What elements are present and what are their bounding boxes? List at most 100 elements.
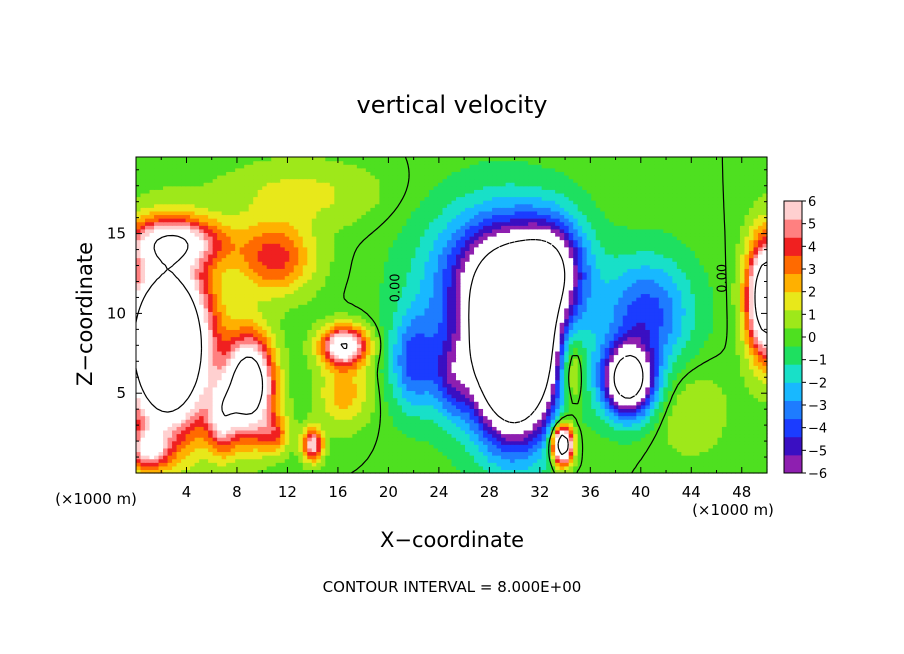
heatmap-cell — [433, 354, 439, 359]
heatmap-cell — [194, 354, 200, 359]
heatmap-cell — [397, 415, 403, 420]
heatmap-cell — [221, 376, 227, 381]
heatmap-cell — [410, 372, 417, 377]
heatmap-cell — [537, 358, 543, 363]
heatmap-cell — [370, 350, 376, 356]
heatmap-cell — [136, 462, 142, 467]
heatmap-cell — [474, 372, 480, 377]
heatmap-cell — [672, 455, 678, 460]
heatmap-cell — [744, 347, 750, 352]
heatmap-cell — [690, 440, 696, 445]
heatmap-cell — [442, 379, 448, 384]
heatmap-cell — [415, 411, 421, 417]
heatmap-cell — [753, 465, 759, 471]
heatmap-cell — [154, 458, 160, 463]
heatmap-cell — [280, 437, 286, 442]
heatmap-cell — [730, 390, 737, 395]
heatmap-cell — [428, 401, 435, 406]
heatmap-cell — [307, 361, 313, 366]
heatmap-cell — [401, 376, 408, 381]
heatmap-cell — [239, 447, 245, 453]
heatmap-cell — [271, 372, 277, 377]
heatmap-cell — [501, 458, 507, 463]
heatmap-cell — [172, 444, 178, 449]
heatmap-cell — [289, 426, 295, 431]
heatmap-cell — [577, 411, 583, 417]
heatmap-cell — [266, 350, 272, 356]
heatmap-cell — [762, 383, 768, 388]
heatmap-cell — [415, 426, 421, 431]
heatmap-cell — [757, 350, 764, 356]
heatmap-cell — [262, 451, 268, 456]
heatmap-cell — [280, 358, 286, 363]
heatmap-cell — [275, 394, 281, 399]
heatmap-cell — [154, 447, 160, 453]
heatmap-cell — [271, 426, 277, 431]
heatmap-cell — [392, 437, 399, 442]
heatmap-cell — [338, 347, 344, 352]
heatmap-cell — [645, 433, 651, 438]
heatmap-cell — [523, 462, 529, 467]
heatmap-cell — [388, 376, 394, 381]
heatmap-cell — [528, 411, 534, 417]
heatmap-cell — [613, 390, 619, 395]
heatmap-cell — [487, 458, 493, 463]
heatmap-cell — [347, 376, 353, 381]
heatmap-cell — [208, 386, 214, 392]
heatmap-cell — [465, 361, 471, 366]
heatmap-cell — [172, 390, 178, 395]
heatmap-cell — [298, 365, 304, 370]
heatmap-cell — [703, 469, 710, 474]
heatmap-cell — [735, 350, 741, 356]
heatmap-cell — [338, 419, 344, 424]
heatmap-cell — [298, 458, 304, 463]
heatmap-cell — [410, 350, 417, 356]
heatmap-cell — [140, 368, 146, 374]
heatmap-cell — [338, 383, 344, 388]
heatmap-cell — [699, 379, 705, 384]
heatmap-cell — [397, 440, 403, 445]
heatmap-cell — [586, 426, 592, 431]
heatmap-cell — [212, 404, 218, 409]
heatmap-cell — [501, 455, 507, 460]
heatmap-cell — [627, 458, 633, 463]
heatmap-cell — [757, 440, 764, 445]
heatmap-cell — [437, 368, 444, 374]
heatmap-cell — [257, 451, 263, 456]
heatmap-cell — [352, 426, 358, 431]
heatmap-cell — [703, 394, 710, 399]
heatmap-cell — [185, 455, 191, 460]
heatmap-cell — [564, 404, 570, 409]
heatmap-cell — [271, 447, 277, 453]
heatmap-cell — [392, 447, 399, 453]
heatmap-cell — [280, 408, 286, 413]
heatmap-cell — [681, 386, 687, 392]
heatmap-cell — [334, 379, 340, 384]
heatmap-cell — [298, 401, 304, 406]
heatmap-cell — [203, 465, 209, 471]
heatmap-cell — [275, 451, 281, 456]
heatmap-cell — [564, 361, 570, 366]
heatmap-cell — [257, 437, 263, 442]
heatmap-cell — [555, 426, 561, 431]
heatmap-cell — [744, 455, 750, 460]
heatmap-cell — [199, 447, 205, 453]
heatmap-cell — [649, 365, 655, 370]
heatmap-cell — [699, 422, 705, 427]
heatmap-cell — [316, 386, 322, 392]
heatmap-cell — [316, 397, 322, 402]
heatmap-cell — [266, 365, 272, 370]
heatmap-cell — [735, 358, 741, 363]
heatmap-cell — [532, 365, 538, 370]
heatmap-cell — [712, 365, 719, 370]
heatmap-cell — [163, 386, 169, 392]
heatmap-cell — [537, 422, 543, 427]
heatmap-cell — [739, 422, 746, 427]
heatmap-cell — [185, 361, 191, 366]
heatmap-cell — [456, 437, 462, 442]
heatmap-cell — [365, 379, 371, 384]
heatmap-cell — [591, 447, 597, 453]
heatmap-cell — [717, 429, 723, 435]
heatmap-cell — [176, 447, 182, 453]
heatmap-cell — [550, 429, 556, 435]
